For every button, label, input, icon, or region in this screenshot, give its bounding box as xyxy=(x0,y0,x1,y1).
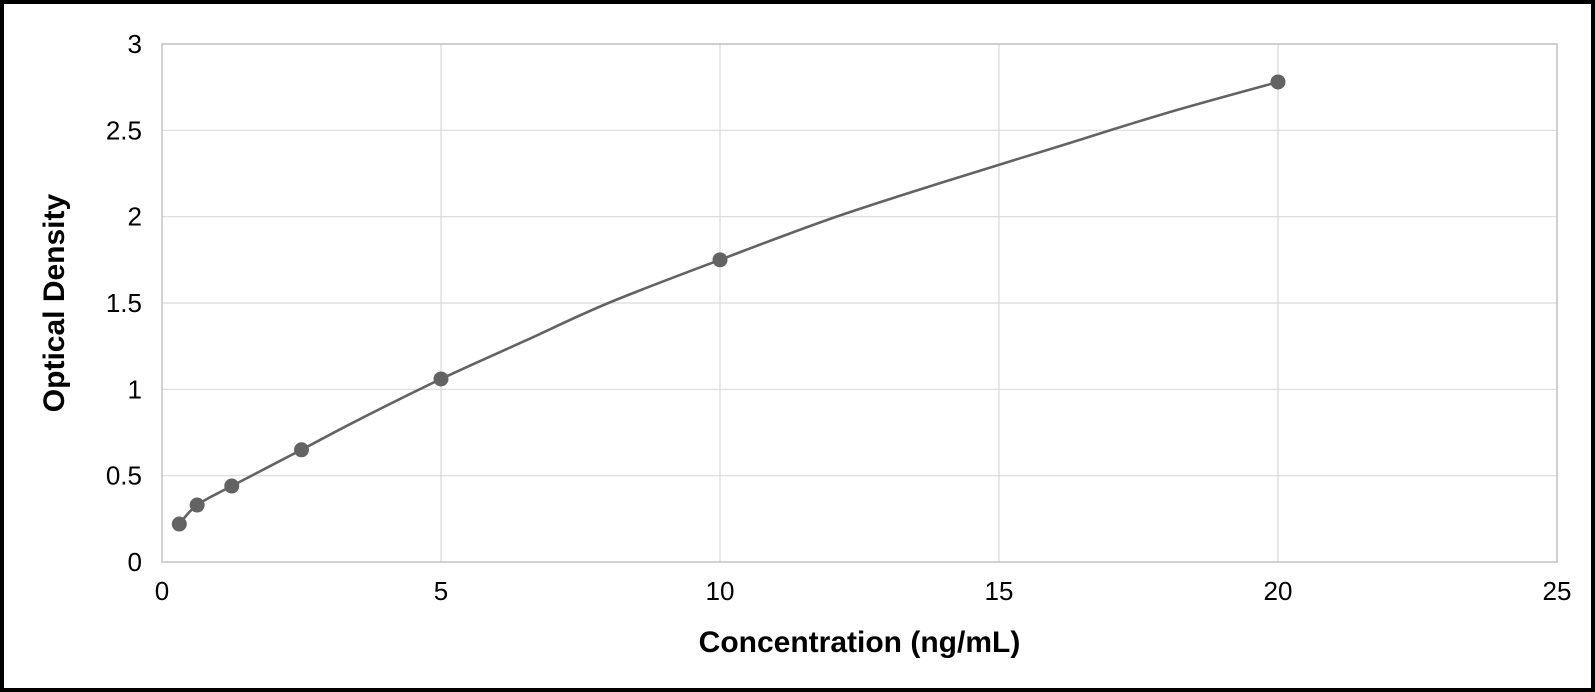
x-tick-label: 10 xyxy=(706,576,735,606)
y-tick-labels: 0 0.5 1 1.5 2 2.5 3 xyxy=(106,29,142,577)
chart-wrapper: 0 5 10 15 20 25 0 0.5 1 1.5 2 2.5 3 Concentration (ng… xyxy=(22,22,1573,670)
x-tick-label: 15 xyxy=(985,576,1014,606)
x-tick-labels: 0 5 10 15 20 25 xyxy=(155,576,1572,606)
data-point xyxy=(172,517,187,532)
line-chart: 0 5 10 15 20 25 0 0.5 1 1.5 2 2.5 3 Concentration (ng… xyxy=(22,22,1577,674)
x-tick-label: 5 xyxy=(434,576,448,606)
x-tick-label: 20 xyxy=(1264,576,1293,606)
data-point xyxy=(434,371,449,386)
y-tick-label: 3 xyxy=(128,29,142,59)
y-tick-label: 2.5 xyxy=(106,115,142,145)
data-point xyxy=(224,479,239,494)
data-point xyxy=(294,442,309,457)
x-axis-title: Concentration (ng/mL) xyxy=(699,626,1021,659)
y-tick-label: 0.5 xyxy=(106,461,142,491)
figure-outer-frame: 0 5 10 15 20 25 0 0.5 1 1.5 2 2.5 3 Concentration (ng… xyxy=(0,0,1595,692)
y-tick-label: 1.5 xyxy=(106,288,142,318)
y-tick-label: 0 xyxy=(128,547,142,577)
data-point xyxy=(1271,74,1286,89)
x-tick-label: 25 xyxy=(1543,576,1572,606)
y-tick-label: 2 xyxy=(128,202,142,232)
y-axis-title: Optical Density xyxy=(38,193,71,412)
data-point xyxy=(190,498,205,513)
x-tick-label: 0 xyxy=(155,576,169,606)
y-tick-label: 1 xyxy=(128,374,142,404)
data-point xyxy=(713,252,728,267)
